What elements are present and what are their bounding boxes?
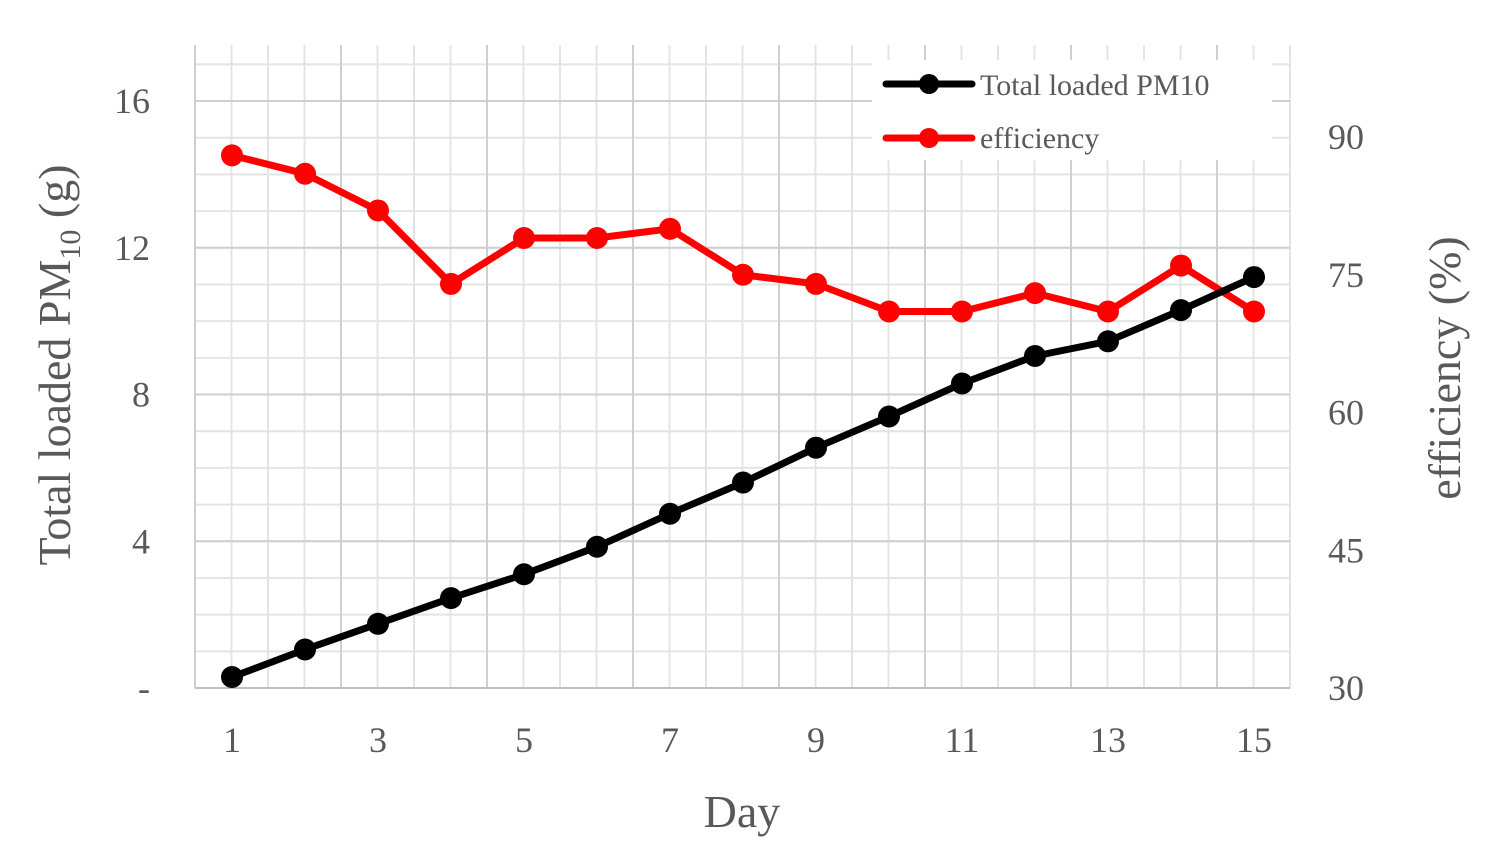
data-point-efficiency [367,199,389,222]
data-point-efficiency [294,162,316,185]
data-point-total-loaded-pm10 [805,436,827,459]
data-point-efficiency [1243,300,1265,323]
data-point-efficiency [659,217,681,240]
y-right-tick-labels: 30 45 60 75 90 [1328,117,1364,708]
x-tick-label: 11 [945,720,980,760]
data-point-total-loaded-pm10 [878,405,900,428]
y-left-tick-label: 12 [114,228,150,268]
y-left-tick-label: 4 [132,521,150,561]
y-left-tick-label: - [138,668,150,708]
x-tick-label: 5 [515,720,533,760]
x-tick-label: 1 [223,720,241,760]
x-tick-label: 13 [1090,720,1126,760]
data-point-total-loaded-pm10 [1170,299,1192,322]
y-right-tick-label: 45 [1328,530,1364,570]
data-point-total-loaded-pm10 [1243,266,1265,289]
legend-label: Total loaded PM10 [980,69,1210,102]
data-point-efficiency [1024,282,1046,305]
data-point-total-loaded-pm10 [367,612,389,635]
legend-swatch-marker [919,74,939,94]
data-point-total-loaded-pm10 [513,563,535,586]
x-tick-label: 9 [807,720,825,760]
legend-swatch-marker [919,128,939,148]
x-tick-label: 7 [661,720,679,760]
legend-background [872,60,1272,160]
y-left-axis-title: Total loaded PM10 (g) [29,164,87,565]
legend-entry-total-loaded-pm10: Total loaded PM10 [882,69,1210,102]
data-point-efficiency [1097,300,1119,323]
y-left-axis-title-unit: (g) [29,164,80,229]
y-right-axis-title: efficiency (%) [1419,236,1470,500]
data-point-efficiency [951,300,973,323]
data-point-total-loaded-pm10 [221,665,243,688]
series-total-loaded-pm10 [221,266,1265,688]
data-point-efficiency [586,227,608,250]
y-left-tick-labels: - 4 8 12 16 [114,81,150,708]
data-point-efficiency [440,272,462,295]
data-point-total-loaded-pm10 [732,471,754,494]
legend-entry-efficiency: efficiency [882,122,1099,155]
y-left-tick-label: 16 [114,81,150,121]
data-point-total-loaded-pm10 [1097,330,1119,353]
series-efficiency [221,144,1265,323]
data-point-efficiency [513,227,535,250]
y-right-tick-label: 60 [1328,393,1364,433]
data-point-total-loaded-pm10 [659,502,681,525]
y-left-axis-title-main: Total loaded PM [29,260,80,566]
y-left-axis-title-subscript: 10 [54,230,87,260]
data-point-total-loaded-pm10 [951,372,973,395]
data-point-efficiency [1170,254,1192,277]
y-right-tick-label: 90 [1328,117,1364,157]
x-tick-label: 15 [1236,720,1272,760]
y-right-tick-label: 30 [1328,668,1364,708]
data-point-efficiency [732,263,754,286]
legend: Total loaded PM10 efficiency [872,60,1272,160]
data-point-total-loaded-pm10 [586,535,608,558]
data-point-total-loaded-pm10 [440,587,462,610]
data-point-efficiency [805,272,827,295]
series-layer [221,144,1265,688]
data-point-efficiency [221,144,243,167]
x-axis-title: Day [704,786,781,837]
x-tick-labels: 1 3 5 7 9 11 13 15 [223,720,1272,760]
x-tick-label: 3 [369,720,387,760]
y-right-tick-label: 75 [1328,255,1364,295]
y-left-tick-label: 8 [132,375,150,415]
data-point-total-loaded-pm10 [294,638,316,661]
data-point-efficiency [878,300,900,323]
data-point-total-loaded-pm10 [1024,344,1046,367]
legend-label: efficiency [980,122,1099,155]
